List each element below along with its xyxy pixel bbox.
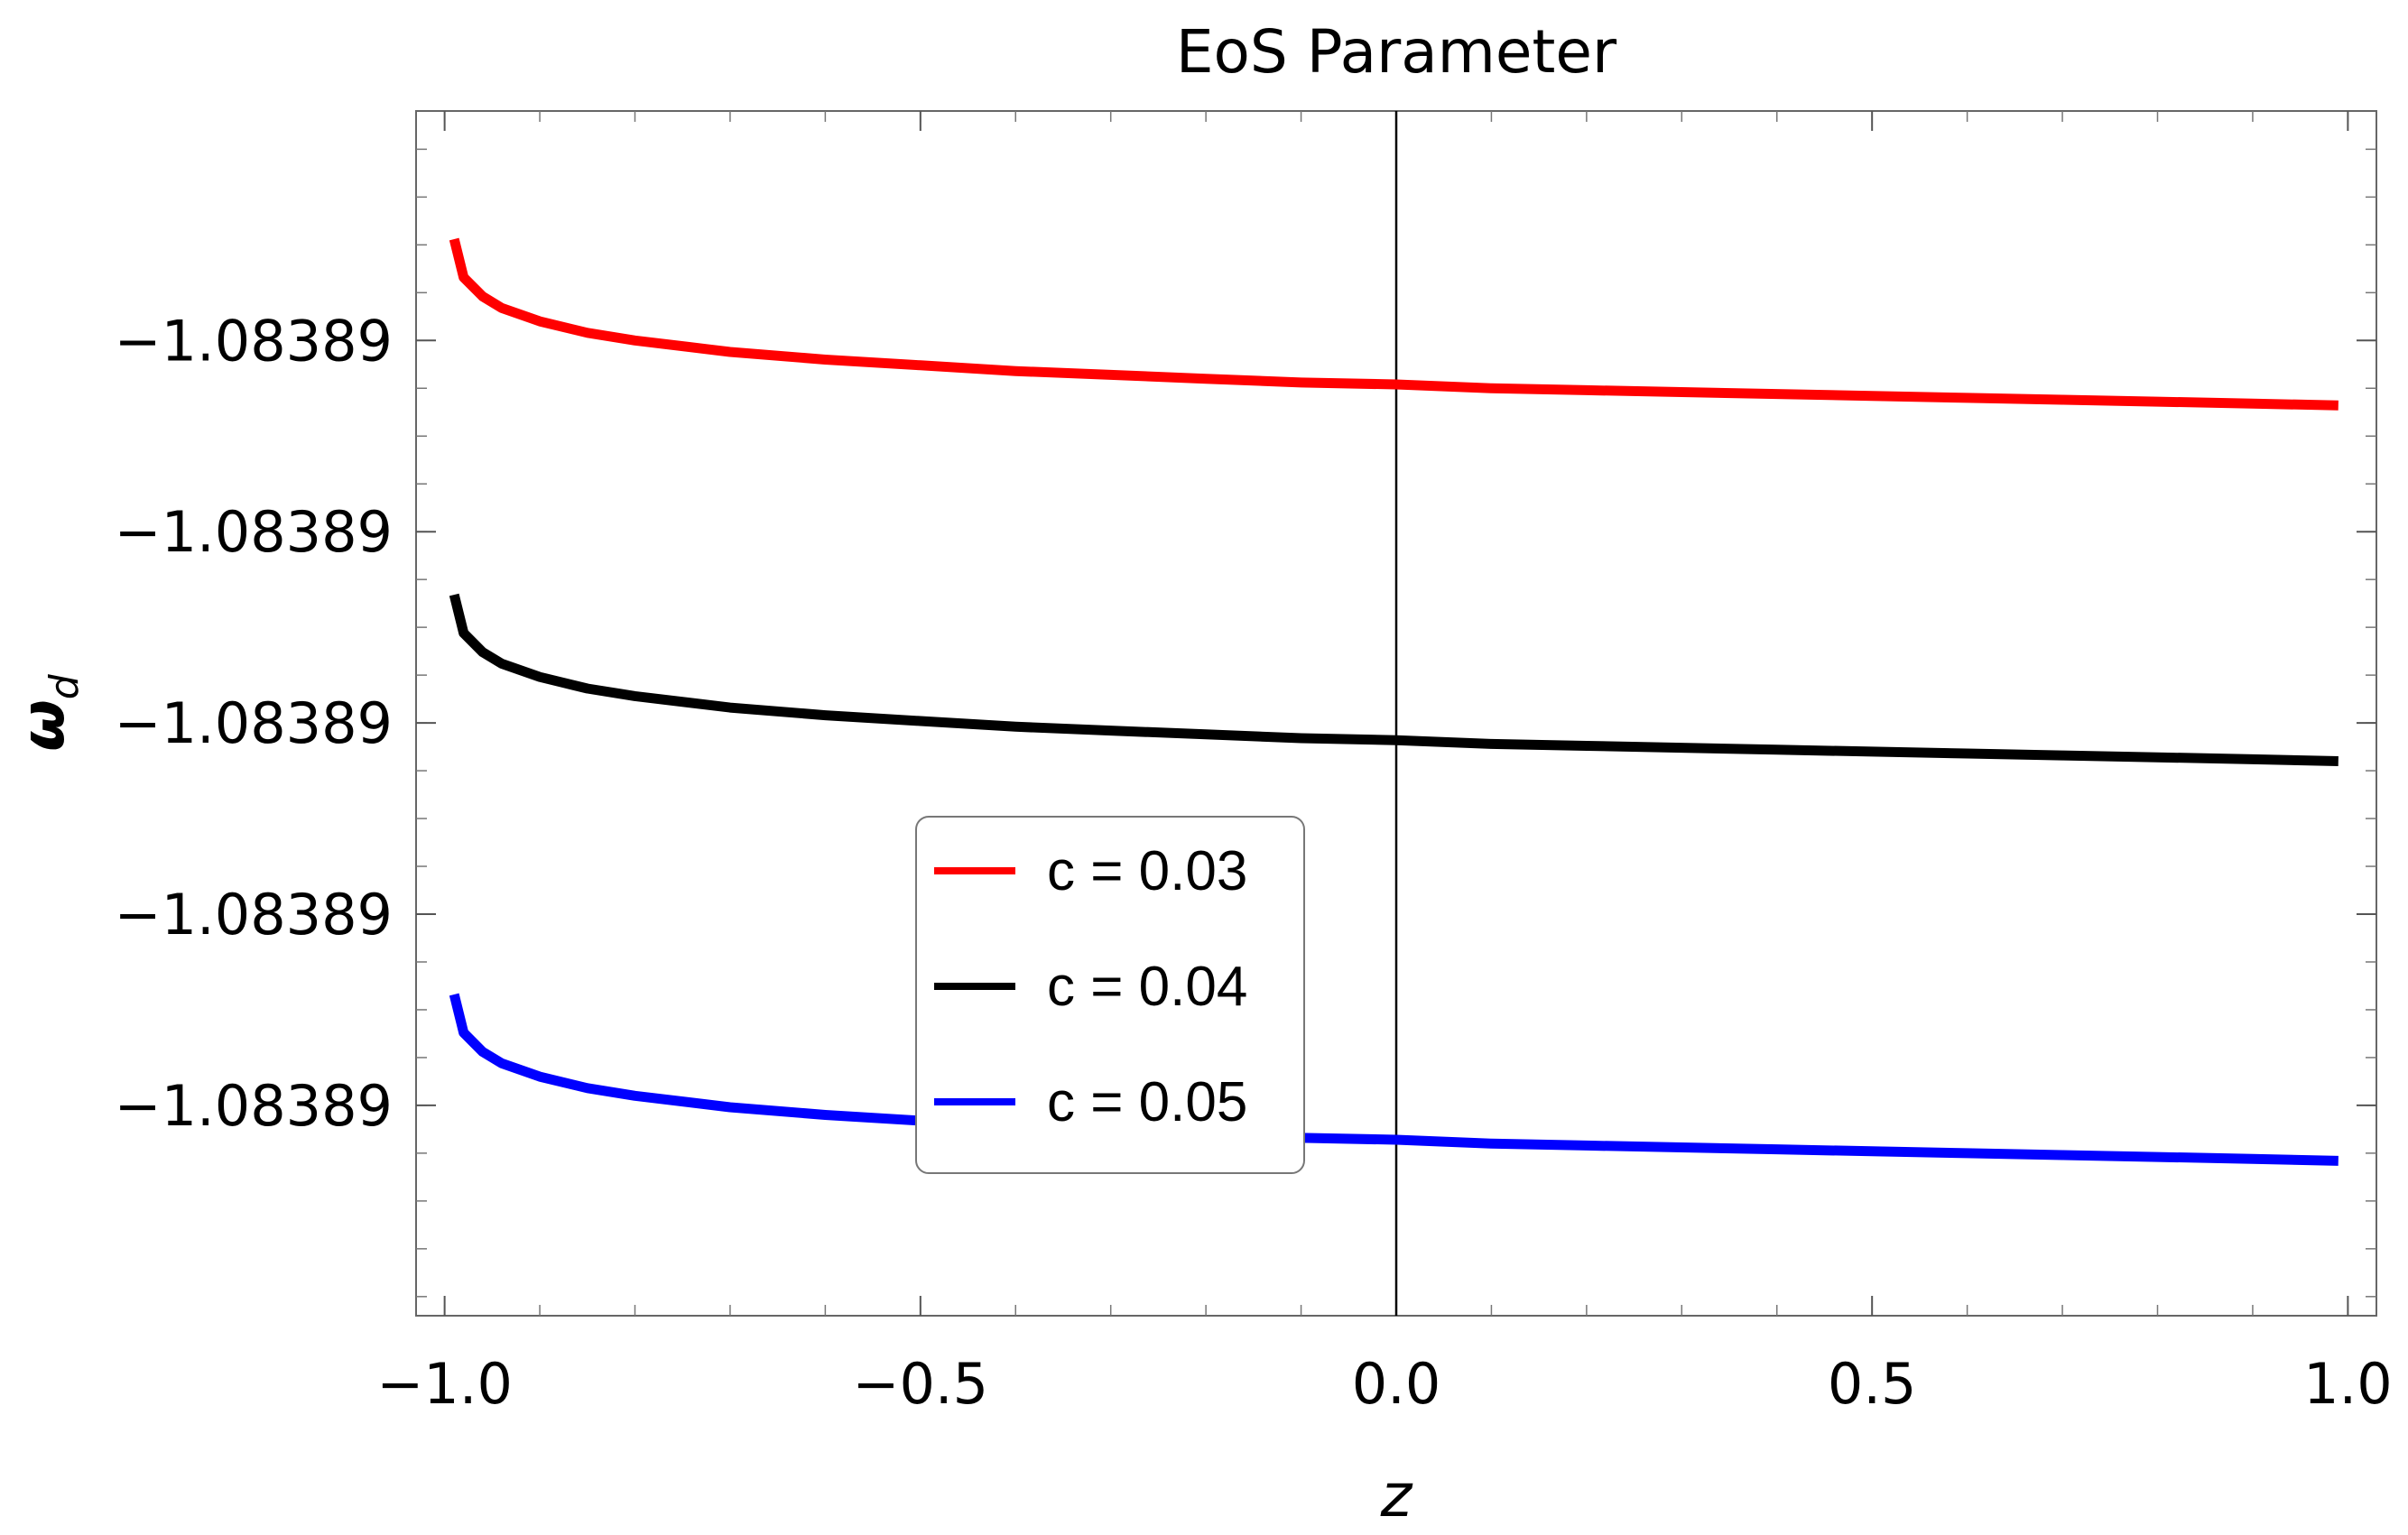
y-axis-label-subscript: d	[42, 673, 88, 699]
y-tick-label: −1.08389	[115, 1073, 393, 1139]
chart-title: EoS Parameter	[1176, 17, 1617, 87]
x-tick-label: −0.5	[853, 1351, 989, 1417]
y-tick-label: −1.08389	[115, 499, 393, 565]
svg-text:ωd: ωd	[8, 673, 88, 751]
series-line-2	[449, 593, 2339, 766]
x-axis-label: z	[1380, 1461, 1413, 1530]
series-line-1	[449, 237, 2339, 411]
x-tick-label: 0.0	[1352, 1351, 1441, 1417]
y-tick-label: −1.08389	[115, 882, 393, 948]
legend-label-2: c = 0.04	[1047, 956, 1247, 1018]
legend: c = 0.03 c = 0.04 c = 0.05	[915, 816, 1305, 1174]
y-tick-labels: −1.08389 −1.08389 −1.08389 −1.08389 −1.08389	[115, 308, 393, 1139]
x-tick-labels: −1.0 −0.5 0.0 0.5 1.0	[376, 1351, 2392, 1417]
x-tick-label: 0.5	[1828, 1351, 1917, 1417]
y-axis-label-main: ω	[8, 699, 78, 751]
legend-box	[915, 816, 1305, 1174]
y-tick-label: −1.08389	[115, 308, 393, 374]
x-tick-label: 1.0	[2303, 1351, 2393, 1417]
x-tick-label: −1.0	[376, 1351, 513, 1417]
legend-label-3: c = 0.05	[1047, 1071, 1247, 1133]
legend-label-1: c = 0.03	[1047, 840, 1247, 902]
y-axis-label: ωd	[8, 673, 88, 751]
y-tick-label: −1.08389	[115, 690, 393, 756]
